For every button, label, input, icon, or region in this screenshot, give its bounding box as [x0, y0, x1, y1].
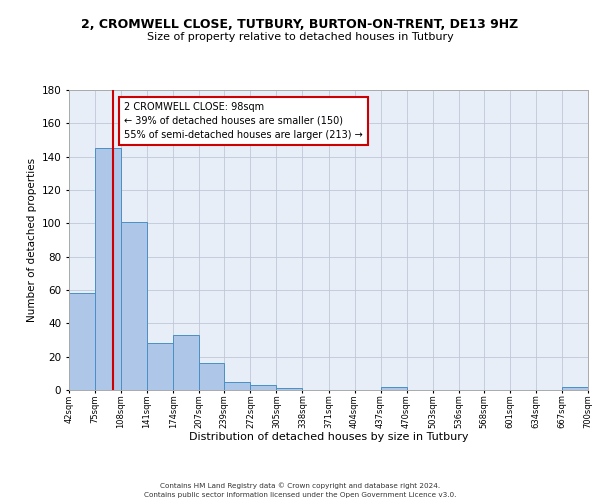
Text: 2, CROMWELL CLOSE, TUTBURY, BURTON-ON-TRENT, DE13 9HZ: 2, CROMWELL CLOSE, TUTBURY, BURTON-ON-TR… — [82, 18, 518, 30]
X-axis label: Distribution of detached houses by size in Tutbury: Distribution of detached houses by size … — [189, 432, 468, 442]
Text: Size of property relative to detached houses in Tutbury: Size of property relative to detached ho… — [146, 32, 454, 42]
Text: Contains public sector information licensed under the Open Government Licence v3: Contains public sector information licen… — [144, 492, 456, 498]
Bar — [95, 148, 121, 390]
Bar — [250, 385, 277, 390]
Bar — [380, 386, 407, 390]
Text: Contains HM Land Registry data © Crown copyright and database right 2024.: Contains HM Land Registry data © Crown c… — [160, 482, 440, 489]
Bar — [121, 222, 147, 390]
Y-axis label: Number of detached properties: Number of detached properties — [28, 158, 37, 322]
Bar — [147, 344, 173, 390]
Bar — [277, 388, 302, 390]
Text: 2 CROMWELL CLOSE: 98sqm
← 39% of detached houses are smaller (150)
55% of semi-d: 2 CROMWELL CLOSE: 98sqm ← 39% of detache… — [124, 102, 363, 140]
Bar — [562, 386, 588, 390]
Bar — [69, 294, 95, 390]
Bar — [224, 382, 250, 390]
Bar — [199, 364, 224, 390]
Bar — [173, 335, 199, 390]
